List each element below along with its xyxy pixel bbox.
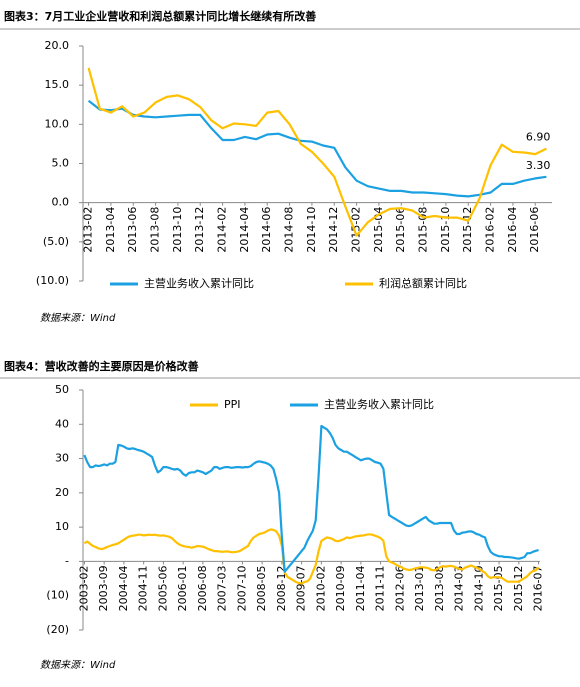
- source-note: 数据来源：Wind: [40, 312, 116, 324]
- x-tick-label: 2008-05: [255, 565, 268, 611]
- x-tick-label: 2014-10: [305, 207, 318, 253]
- y-tick-label: 10: [55, 520, 69, 533]
- y-tick-label: (10): [46, 589, 69, 602]
- y-tick-label: 10.0: [45, 117, 70, 130]
- x-tick-label: 2013-06: [126, 207, 139, 253]
- y-tick-label: 15.0: [45, 78, 70, 91]
- y-tick-label: (20): [46, 623, 69, 636]
- x-tick-label: 2015-12: [512, 565, 525, 611]
- x-tick-label: 2006-08: [196, 565, 209, 611]
- y-tick-label: 20.0: [45, 39, 70, 52]
- chart-title: 图表3：7月工业企业营收和利润总额累计同比增长继续有所改善: [4, 9, 316, 23]
- y-tick-label: (5.0): [43, 235, 69, 248]
- legend-label: 主营业务收入累计同比: [144, 276, 254, 290]
- x-tick-label: 2014-08: [283, 207, 296, 253]
- x-tick-label: 2015-12: [461, 207, 474, 253]
- y-tick-label: -: [65, 554, 69, 567]
- x-tick-label: 2014-02: [216, 207, 229, 253]
- y-tick-label: 40: [55, 417, 69, 430]
- x-tick-label: 2013-08: [433, 565, 446, 611]
- x-tick-label: 2005-06: [156, 565, 169, 611]
- x-tick-label: 2015-10: [439, 207, 452, 253]
- line-series: [87, 67, 547, 237]
- x-tick-label: 2016-02: [484, 207, 497, 253]
- x-tick-label: 2014-06: [260, 207, 273, 253]
- x-tick-label: 2009-07: [295, 565, 308, 611]
- line-series: [87, 99, 547, 198]
- source-note: 数据来源：Wind: [40, 659, 116, 671]
- x-tick-label: 2015-06: [394, 207, 407, 253]
- y-tick-label: 20: [55, 486, 69, 499]
- x-tick-label: 2013-02: [82, 207, 95, 253]
- legend-label: 主营业务收入累计同比: [324, 397, 434, 411]
- x-tick-label: 2016-06: [528, 207, 541, 253]
- x-tick-label: 2014-03: [453, 565, 466, 611]
- chart-title: 图表4：营收改善的主要原因是价格改善: [4, 359, 199, 373]
- x-tick-label: 2003-02: [77, 565, 90, 611]
- y-tick-label: 30: [55, 452, 69, 465]
- x-tick-label: 2007-10: [235, 565, 248, 611]
- x-tick-label: 2012-06: [393, 565, 406, 611]
- x-tick-label: 2004-04: [117, 565, 130, 611]
- x-tick-label: 2013-12: [193, 207, 206, 253]
- x-tick-label: 2014-04: [238, 207, 251, 253]
- x-tick-label: 2013-08: [149, 207, 162, 253]
- x-tick-label: 2011-11: [374, 565, 387, 611]
- value-label: 3.30: [526, 159, 551, 172]
- x-tick-label: 2010-09: [334, 565, 347, 611]
- x-tick-label: 2010-02: [314, 565, 327, 611]
- line-series: [83, 528, 540, 585]
- x-tick-label: 2004-11: [137, 565, 150, 611]
- legend-label: PPI: [224, 398, 241, 411]
- x-tick-label: 2003-09: [97, 565, 110, 611]
- x-tick-label: 2016-07: [532, 565, 545, 611]
- x-tick-label: 2013-04: [104, 207, 117, 253]
- x-tick-label: 2013-01: [413, 565, 426, 611]
- x-tick-label: 2016-04: [506, 207, 519, 253]
- x-tick-label: 2015-05: [492, 565, 505, 611]
- x-tick-label: 2014-12: [327, 207, 340, 253]
- y-tick-label: 5.0: [52, 157, 70, 170]
- x-tick-label: 2011-04: [354, 565, 367, 611]
- x-tick-label: 2008-12: [275, 565, 288, 611]
- x-tick-label: 2006-01: [176, 565, 189, 611]
- y-tick-label: 0.0: [52, 196, 70, 209]
- x-tick-label: 2015-02: [350, 207, 363, 253]
- x-tick-label: 2014-10: [472, 565, 485, 611]
- y-tick-label: 50: [55, 383, 69, 396]
- line-series: [83, 424, 539, 573]
- x-tick-label: 2007-03: [216, 565, 229, 611]
- x-tick-label: 2013-10: [171, 207, 184, 253]
- value-label: 6.90: [526, 131, 551, 144]
- y-tick-label: (10.0): [36, 274, 69, 287]
- legend-label: 利润总额累计同比: [379, 276, 467, 290]
